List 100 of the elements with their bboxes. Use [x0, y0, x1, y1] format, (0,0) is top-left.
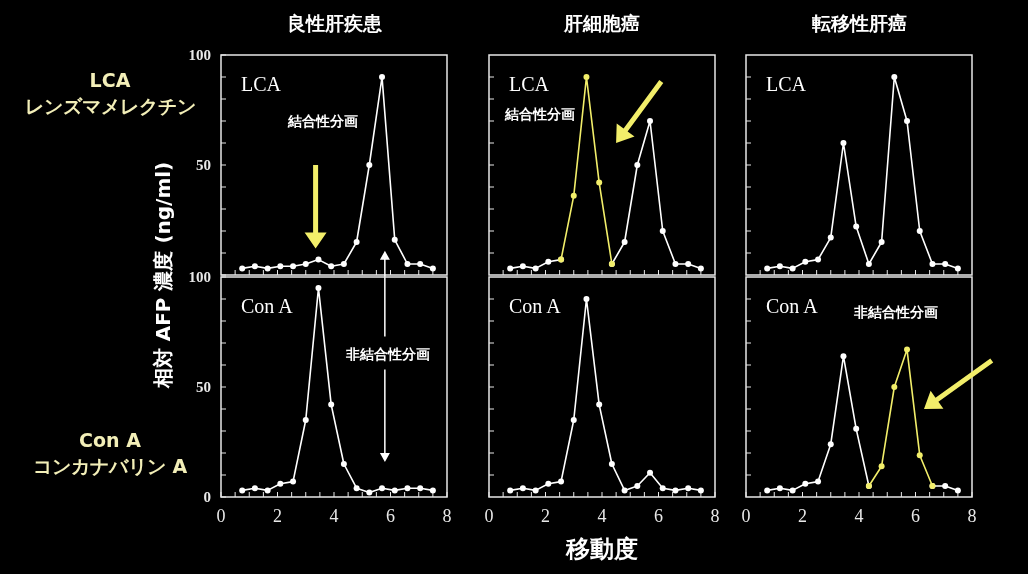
- point: [532, 487, 539, 494]
- point: [865, 261, 872, 267]
- point: [776, 485, 783, 492]
- x-axis-title: 移動度: [565, 535, 638, 563]
- point: [340, 261, 347, 267]
- point: [596, 179, 603, 186]
- y-tick-label: 50: [196, 379, 211, 395]
- point: [251, 485, 258, 492]
- chart-title: 良性肝疾患: [286, 12, 383, 34]
- point: [827, 441, 834, 448]
- point: [697, 487, 704, 494]
- point: [942, 483, 949, 489]
- point: [328, 263, 335, 270]
- point: [391, 487, 398, 494]
- point: [954, 265, 961, 272]
- x-tick-label: 4: [854, 506, 864, 526]
- point: [685, 485, 692, 492]
- point: [417, 485, 424, 492]
- point: [353, 239, 360, 245]
- point: [891, 384, 898, 390]
- point: [764, 265, 771, 272]
- annotation: LCA: [509, 73, 550, 95]
- point: [570, 417, 577, 423]
- x-tick-label: 4: [597, 506, 607, 526]
- point: [519, 263, 526, 270]
- point: [583, 296, 590, 302]
- annotation: LCA: [766, 73, 807, 95]
- point: [916, 228, 923, 234]
- annotation: 結合性分画: [503, 106, 575, 123]
- point: [764, 487, 771, 494]
- point: [621, 239, 628, 245]
- chart-title: 転移性肝癌: [811, 12, 907, 34]
- point: [417, 261, 424, 267]
- annotation: LCA: [241, 73, 282, 95]
- point: [878, 463, 885, 470]
- x-tick-label: 2: [798, 506, 807, 526]
- point: [404, 261, 411, 267]
- y-tick-label: 50: [196, 157, 211, 173]
- x-tick-label: 6: [911, 506, 920, 526]
- x-tick-label: 8: [710, 506, 720, 526]
- point: [608, 461, 615, 467]
- point: [815, 256, 822, 263]
- point: [328, 401, 335, 408]
- point: [353, 485, 360, 492]
- point: [647, 118, 654, 124]
- point: [647, 469, 654, 476]
- point: [302, 261, 309, 267]
- annotation: Con A: [241, 295, 294, 317]
- point: [904, 346, 911, 353]
- point: [302, 417, 309, 423]
- point: [429, 487, 436, 494]
- point: [815, 478, 822, 485]
- point: [853, 223, 860, 230]
- point: [840, 140, 847, 146]
- point: [366, 162, 373, 168]
- x-tick-label: 6: [654, 506, 663, 526]
- point: [596, 401, 603, 408]
- point: [239, 265, 246, 272]
- point: [954, 487, 961, 494]
- annotation: 非結合性分画: [852, 304, 938, 321]
- chart-title: 肝細胞癌: [563, 12, 640, 34]
- point: [840, 353, 847, 360]
- annotation: 非結合性分画: [344, 346, 430, 362]
- y-axis-title: 相対 AFP 濃度 (ng/ml): [151, 161, 175, 390]
- point: [570, 192, 577, 199]
- point: [277, 480, 284, 487]
- x-tick-label: 8: [967, 506, 977, 526]
- point: [290, 478, 297, 485]
- text: Con A コンカナバリン A: [32, 429, 188, 477]
- point: [507, 487, 514, 494]
- x-tick-label: 2: [273, 506, 282, 526]
- point: [507, 265, 514, 272]
- point: [391, 236, 398, 243]
- point: [789, 265, 796, 272]
- point: [315, 285, 322, 291]
- point: [853, 425, 860, 432]
- point: [802, 480, 809, 487]
- point: [545, 480, 552, 487]
- x-tick-label: 4: [329, 506, 339, 526]
- point: [545, 258, 552, 265]
- point: [789, 487, 796, 494]
- point: [290, 263, 297, 270]
- point: [634, 483, 641, 489]
- x-tick-label: 0: [484, 506, 494, 526]
- point: [532, 265, 539, 272]
- point: [366, 489, 373, 496]
- point: [929, 261, 936, 267]
- point: [659, 485, 666, 492]
- point: [379, 74, 386, 80]
- point: [802, 258, 809, 265]
- point: [942, 261, 949, 267]
- point: [659, 228, 666, 234]
- x-tick-label: 8: [442, 506, 452, 526]
- annotation: 結合性分画: [286, 113, 358, 129]
- point: [264, 487, 271, 494]
- point: [672, 261, 679, 267]
- y-tick-label: 100: [188, 269, 211, 285]
- y-tick-label: 100: [188, 47, 211, 63]
- point: [340, 461, 347, 467]
- y-tick-label: 0: [203, 489, 211, 505]
